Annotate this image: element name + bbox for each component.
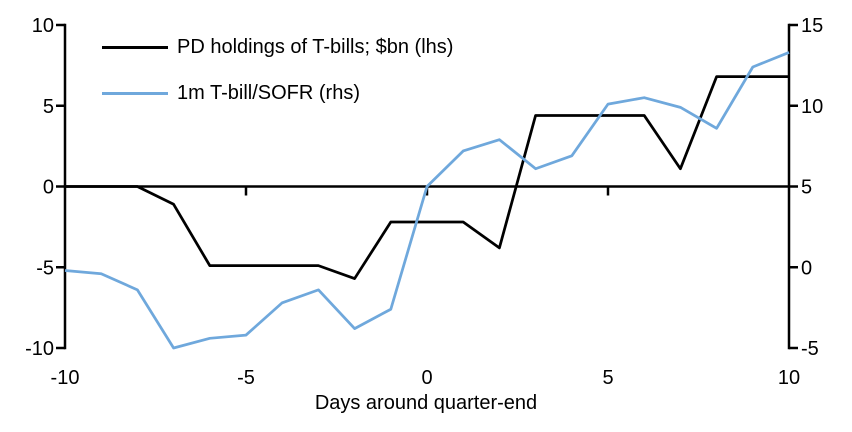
y-axis-right-tick-label: 0 [801, 257, 812, 279]
x-axis-tick-label: 10 [778, 367, 800, 389]
legend: PD holdings of T-bills; $bn (lhs) 1m T-b… [102, 24, 453, 116]
y-axis-right-tick-label: 15 [801, 15, 823, 37]
pd-holdings-line [65, 75, 789, 280]
x-axis-tick-label: -5 [237, 367, 255, 389]
legend-item-tbill-sofr: 1m T-bill/SOFR (rhs) [102, 70, 453, 116]
legend-label-pd-holdings: PD holdings of T-bills; $bn (lhs) [177, 35, 454, 58]
y-axis-left-tick-label: -5 [36, 257, 54, 279]
legend-item-pd-holdings: PD holdings of T-bills; $bn (lhs) [102, 24, 453, 70]
tbill-sofr-line [64, 51, 790, 350]
x-axis-tick-label: 5 [602, 367, 613, 389]
y-axis-left-tick-label: 5 [43, 96, 54, 118]
x-axis-tick-label: 0 [421, 367, 432, 389]
x-axis-title: Days around quarter-end [314, 392, 538, 414]
blue-line-sample-icon [102, 91, 168, 95]
legend-label-tbill-sofr: 1m T-bill/SOFR (rhs) [177, 81, 360, 104]
y-axis-left-tick-label: -10 [25, 338, 54, 360]
y-axis-left-tick-label: 10 [32, 15, 54, 37]
y-axis-right-tick-label: -5 [801, 338, 819, 360]
x-axis-tick-label: -10 [51, 367, 80, 389]
y-axis-left-tick-label: 0 [43, 177, 54, 199]
black-line-sample-icon [102, 45, 168, 49]
y-axis-right-tick-label: 5 [801, 177, 812, 199]
y-axis-right-tick-label: 10 [801, 96, 823, 118]
